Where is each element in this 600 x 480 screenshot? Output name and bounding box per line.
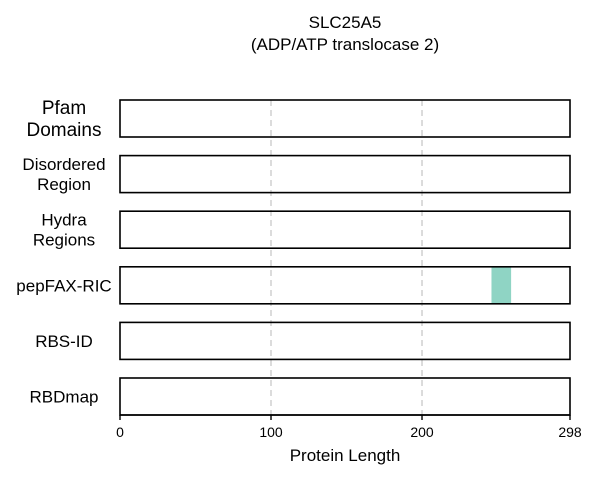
x-axis: 0 100 200 298 — [116, 414, 582, 440]
track-label: Disordered — [22, 155, 105, 174]
x-tick-label: 200 — [410, 424, 434, 440]
track-label: RBS-ID — [35, 332, 93, 351]
x-tick-label: 0 — [116, 424, 124, 440]
track-row: RBDmap — [30, 377, 571, 416]
track-label: Regions — [33, 231, 95, 250]
track-label: RBDmap — [30, 387, 99, 406]
track-label: pepFAX-RIC — [16, 276, 111, 295]
chart-title-line-2: (ADP/ATP translocase 2) — [251, 35, 439, 54]
track-box — [119, 154, 571, 194]
track-box — [119, 99, 571, 138]
track-label: Domains — [27, 120, 102, 141]
region-bar — [491, 266, 512, 304]
chart-title-line-1: SLC25A5 — [309, 13, 382, 32]
track-box — [119, 321, 571, 361]
x-tick-label: 298 — [558, 424, 582, 440]
track-label: Pfam — [42, 98, 86, 119]
track-box — [119, 210, 571, 249]
track-label: Hydra — [41, 211, 87, 230]
track-box — [119, 377, 571, 416]
track-row: pepFAX-RIC — [16, 265, 571, 305]
x-axis-label: Protein Length — [290, 446, 401, 465]
gridlines — [270, 100, 423, 415]
track-label: Region — [37, 175, 91, 194]
track-box — [119, 265, 571, 305]
x-tick-label: 100 — [259, 424, 283, 440]
track-row: RBS-ID — [35, 321, 571, 361]
